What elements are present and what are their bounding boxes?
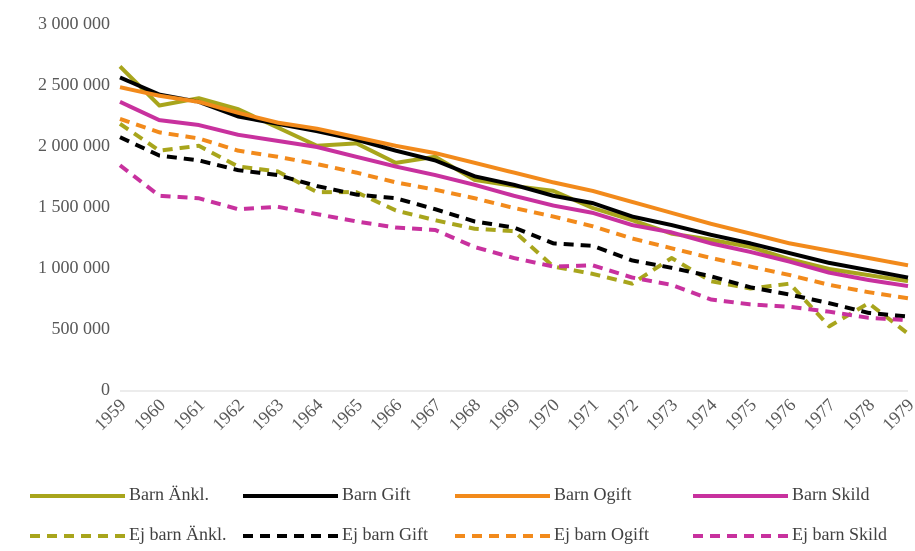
x-tick-label: 1975 bbox=[721, 395, 761, 435]
y-tick-label: 2 000 000 bbox=[38, 135, 110, 155]
legend-label: Ej barn Gift bbox=[342, 524, 428, 544]
x-tick-label: 1970 bbox=[524, 395, 564, 435]
y-tick-label: 3 000 000 bbox=[38, 13, 110, 33]
x-tick-label: 1978 bbox=[839, 395, 879, 435]
series-line bbox=[119, 75, 909, 280]
x-tick-label: 1973 bbox=[642, 395, 682, 435]
legend-label: Ej barn Änkl. bbox=[129, 524, 226, 544]
series-line bbox=[119, 100, 909, 289]
x-tick-label: 1972 bbox=[602, 395, 642, 435]
x-tick-label: 1976 bbox=[760, 395, 800, 435]
x-tick-label: 1961 bbox=[169, 395, 209, 435]
y-tick-label: 1 000 000 bbox=[38, 257, 110, 277]
y-tick-label: 500 000 bbox=[52, 318, 111, 338]
x-tick-label: 1963 bbox=[248, 395, 288, 435]
series-line bbox=[119, 85, 909, 268]
y-tick-label: 2 500 000 bbox=[38, 74, 110, 94]
x-tick-label: 1968 bbox=[445, 395, 485, 435]
series-line bbox=[118, 122, 910, 336]
x-tick-label: 1977 bbox=[799, 395, 839, 435]
y-tick-label: 0 bbox=[101, 379, 110, 399]
y-tick-label: 1 500 000 bbox=[38, 196, 110, 216]
x-tick-label: 1966 bbox=[366, 395, 406, 435]
legend-label: Barn Gift bbox=[342, 484, 410, 504]
legend-label: Barn Ogift bbox=[554, 484, 631, 504]
x-tick-label: 1967 bbox=[405, 395, 445, 435]
legend-label: Ej barn Ogift bbox=[554, 524, 649, 544]
x-tick-label: 1969 bbox=[484, 395, 524, 435]
legend-label: Ej barn Skild bbox=[792, 524, 887, 544]
x-tick-label: 1964 bbox=[287, 395, 327, 435]
x-tick-label: 1971 bbox=[563, 395, 603, 435]
series-line bbox=[119, 117, 909, 301]
series-line bbox=[119, 135, 909, 319]
x-tick-label: 1960 bbox=[130, 395, 170, 435]
legend-label: Barn Änkl. bbox=[129, 484, 209, 504]
legend-label: Barn Skild bbox=[792, 484, 870, 504]
x-tick-label: 1959 bbox=[90, 395, 130, 435]
x-tick-label: 1974 bbox=[681, 395, 721, 435]
series-line bbox=[118, 163, 909, 323]
x-tick-label: 1962 bbox=[208, 395, 248, 435]
x-tick-label: 1965 bbox=[327, 395, 367, 435]
x-tick-label: 1979 bbox=[878, 395, 915, 435]
